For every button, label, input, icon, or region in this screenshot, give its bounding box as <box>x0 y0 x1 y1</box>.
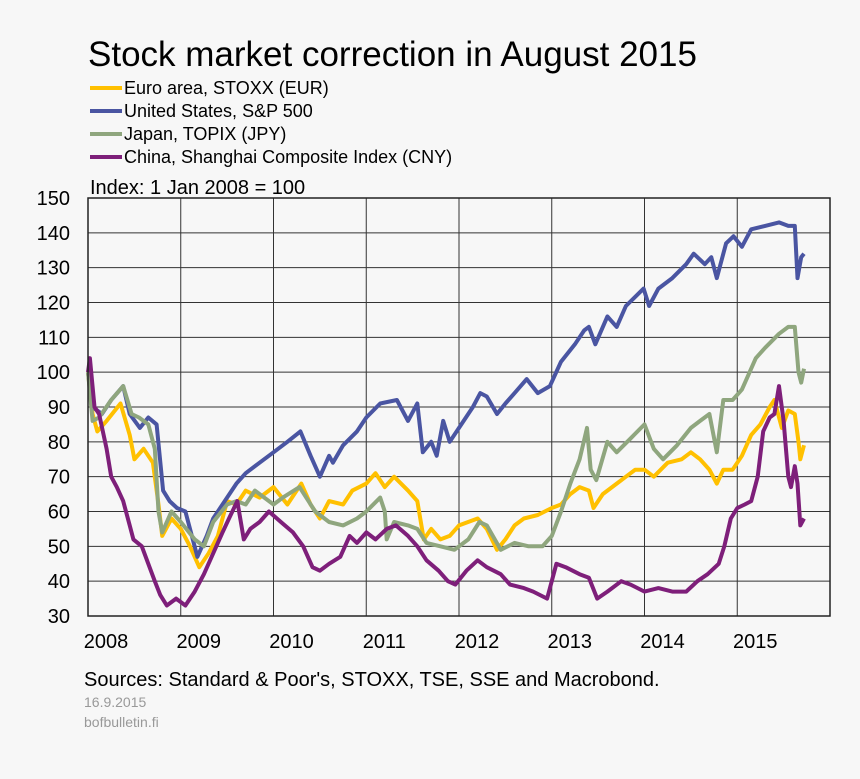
y-tick-label: 70 <box>48 467 70 489</box>
legend-label: Euro area, STOXX (EUR) <box>124 78 329 98</box>
series-line-0 <box>86 371 806 570</box>
series-group <box>86 220 806 608</box>
y-tick-label: 80 <box>48 432 70 454</box>
series-line-2 <box>86 324 806 552</box>
legend-label: United States, S&P 500 <box>124 101 313 121</box>
y-tick-label: 30 <box>48 606 70 628</box>
series-line-3 <box>86 356 806 608</box>
chart-title: Stock market correction in August 2015 <box>88 35 697 74</box>
legend-label: Japan, TOPIX (JPY) <box>124 124 286 144</box>
x-tick-label: 2014 <box>640 631 685 653</box>
site-name: bofbulletin.fi <box>84 714 159 730</box>
y-tick-label: 150 <box>37 188 70 210</box>
x-tick-label: 2012 <box>455 631 500 653</box>
y-tick-label: 100 <box>37 362 70 384</box>
plot-frame <box>87 197 831 617</box>
x-tick-label: 2013 <box>548 631 593 653</box>
x-tick-label: 2008 <box>84 631 129 653</box>
x-tick-labels: 2008 2009 2010 2011 2012 2013 2014 2015 <box>84 631 778 653</box>
x-tick-label: 2009 <box>177 631 222 653</box>
y-tick-label: 40 <box>48 571 70 593</box>
y-tick-label: 120 <box>37 293 70 315</box>
y-tick-labels: 150 140 130 120 110 100 90 80 70 60 50 40 30 <box>37 188 70 628</box>
x-tick-label: 2015 <box>733 631 778 653</box>
y-tick-label: 110 <box>38 327 70 349</box>
series-line-1 <box>86 220 806 559</box>
y-tick-label: 50 <box>48 536 70 558</box>
legend-label: China, Shanghai Composite Index (CNY) <box>124 147 452 167</box>
x-tick-label: 2011 <box>363 631 406 653</box>
y-tick-label: 90 <box>48 397 70 419</box>
publish-date: 16.9.2015 <box>84 694 146 710</box>
sources-note: Sources: Standard & Poor's, STOXX, TSE, … <box>84 669 660 691</box>
y-tick-label: 60 <box>48 502 70 524</box>
legend: Euro area, STOXX (EUR) United States, S&P… <box>90 78 452 167</box>
x-tick-label: 2010 <box>269 631 314 653</box>
y-tick-label: 130 <box>37 258 70 280</box>
y-axis-label: Index: 1 Jan 2008 = 100 <box>90 177 305 199</box>
y-tick-label: 140 <box>37 223 70 245</box>
